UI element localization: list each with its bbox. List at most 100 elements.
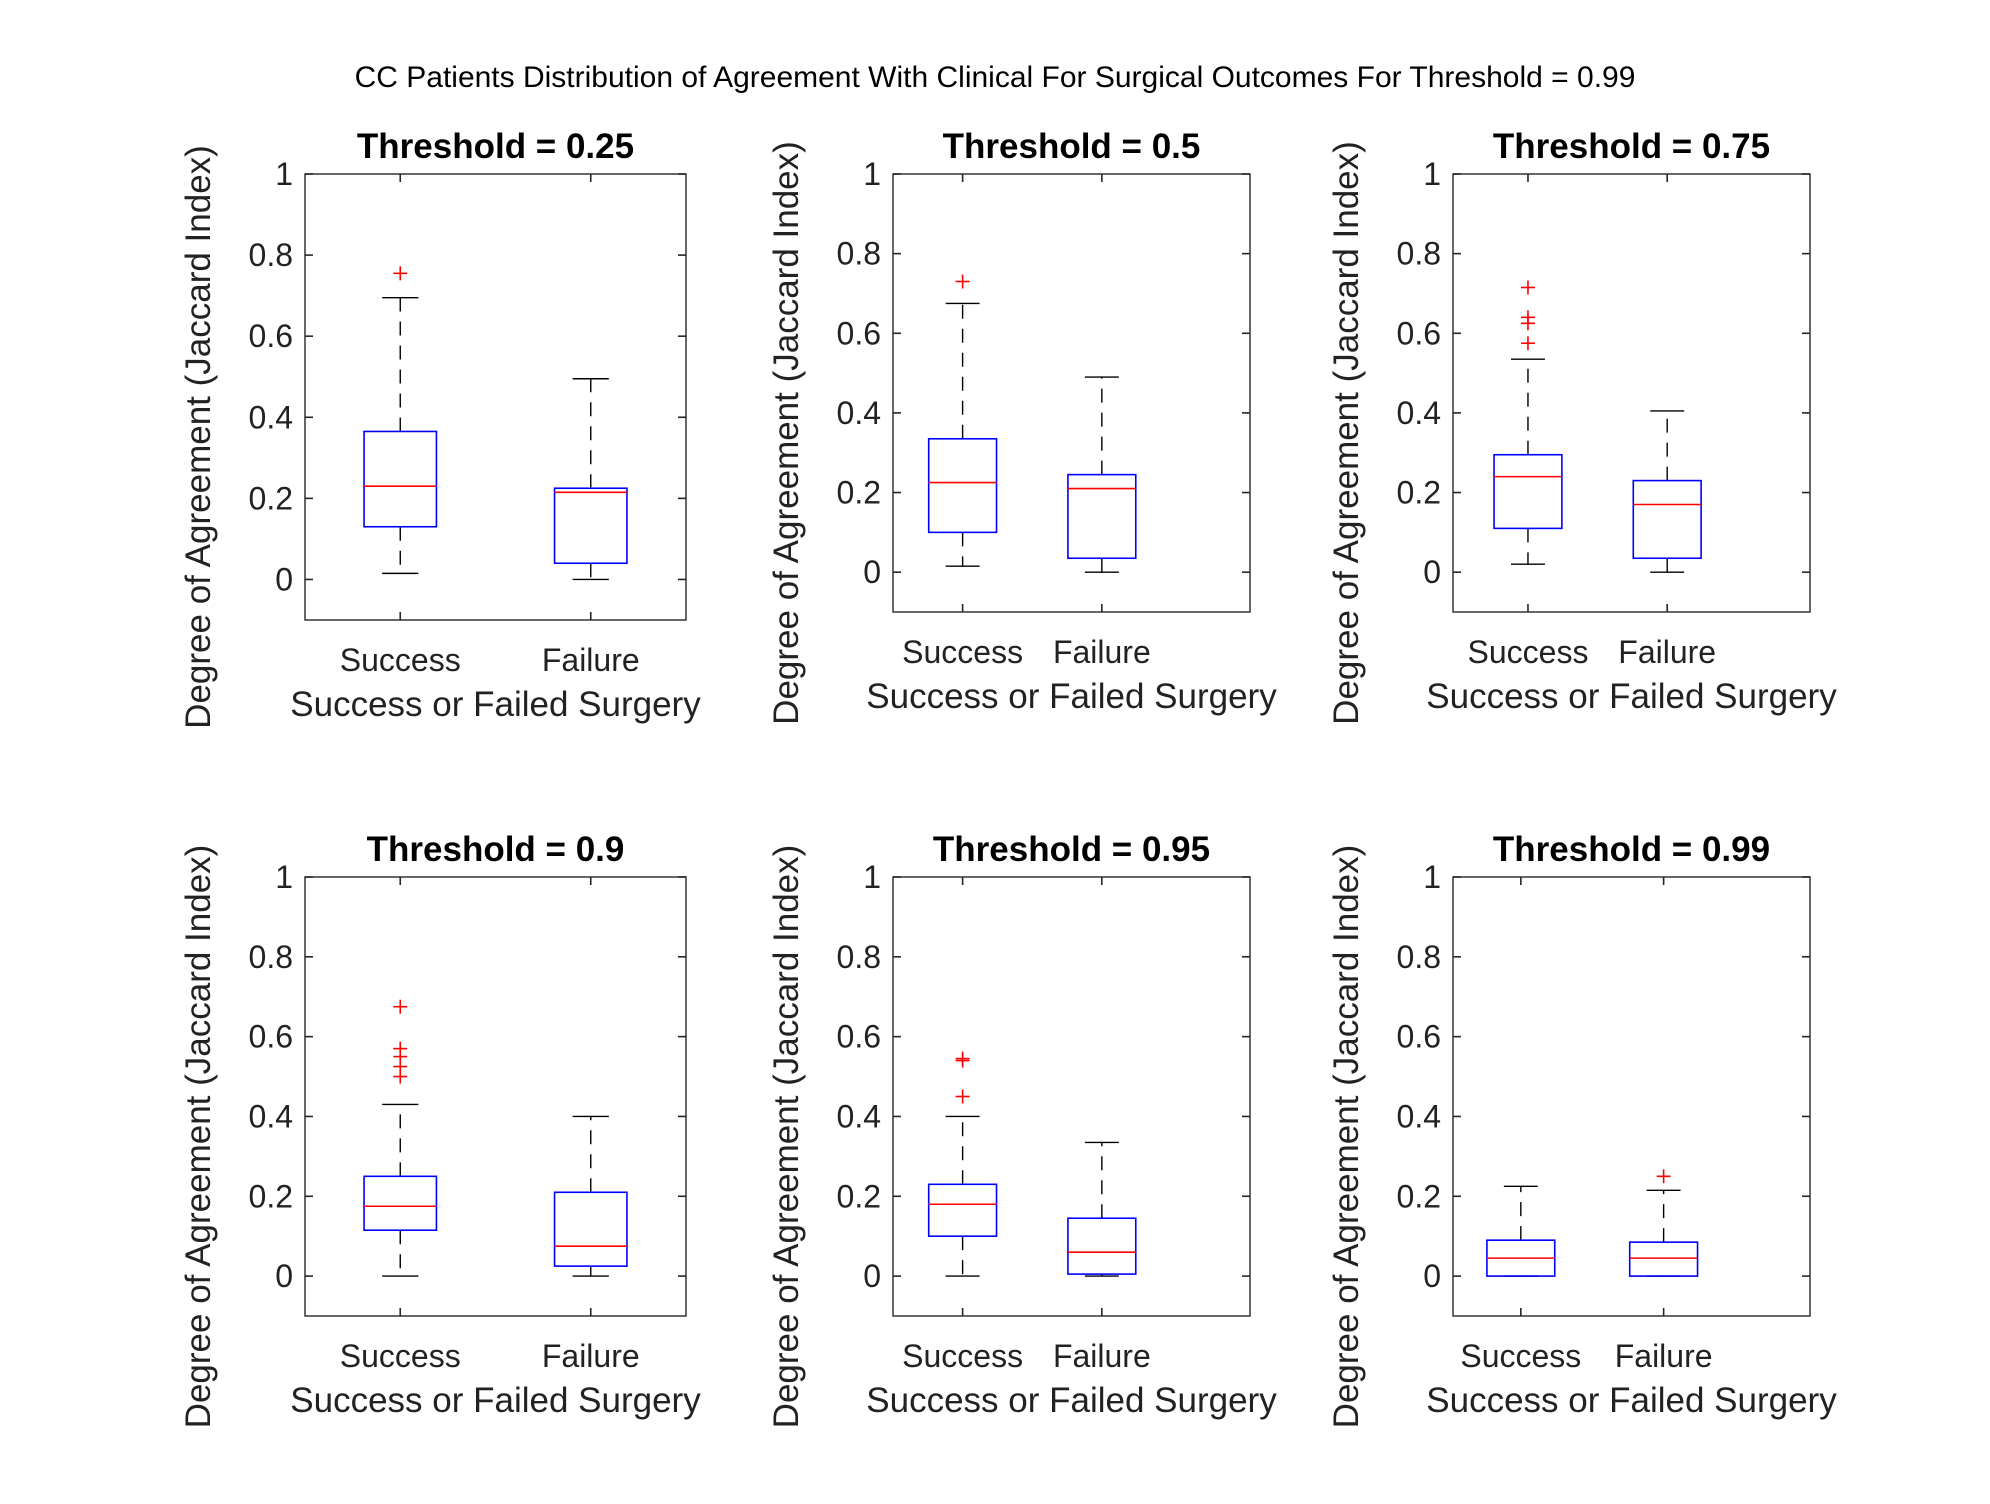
subplot-1: Threshold = 0.25 0 0.2 0.4 0.6 0.8 1 Degree of … (179, 127, 701, 729)
y-tick-label: 1 (275, 156, 293, 192)
y-tick-label: 0.8 (837, 939, 881, 975)
subplot-title: Threshold = 0.25 (357, 127, 634, 166)
y-tick-label: 0.8 (1397, 939, 1441, 975)
y-axis-label: Degree of Agreement (Jaccard Index) (1327, 845, 1366, 1429)
iqr-box (1628, 1241, 1699, 1277)
y-tick-label: 0 (275, 1258, 293, 1294)
subplot-title: Threshold = 0.75 (1493, 127, 1770, 166)
x-tick-label: Success (902, 1338, 1023, 1374)
y-tick-label: 0.6 (249, 318, 293, 354)
axes-frame (892, 173, 1251, 613)
outlier-marker (955, 1089, 970, 1104)
iqr-box (363, 430, 438, 528)
axes-frame (304, 173, 687, 621)
iqr-box (1067, 473, 1137, 560)
iqr-box (927, 437, 998, 534)
x-tick-label: Failure (1618, 634, 1716, 670)
y-tick-label: 1 (1423, 859, 1441, 895)
y-tick-label: 0.8 (837, 236, 881, 272)
box-failure (1628, 1169, 1699, 1277)
subplot-title: Threshold = 0.99 (1493, 830, 1770, 869)
y-tick-label: 0.4 (249, 399, 293, 435)
box-failure (1067, 376, 1137, 573)
y-axis-label: Degree of Agreement (Jaccard Index) (767, 845, 806, 1429)
box-failure (1632, 410, 1702, 573)
y-tick-label: 0.4 (249, 1098, 293, 1134)
iqr-box (553, 487, 628, 565)
x-tick-label: Failure (1053, 1338, 1151, 1374)
iqr-box (363, 1175, 438, 1231)
y-tick-label: 0.8 (249, 237, 293, 273)
box-failure (553, 1115, 628, 1277)
box-success (927, 1051, 998, 1277)
y-tick-label: 0.8 (249, 939, 293, 975)
iqr-box (1632, 479, 1702, 560)
y-tick-label: 0.4 (837, 1098, 881, 1134)
x-axis-label: Success or Failed Surgery (290, 1381, 701, 1420)
outlier-marker (955, 1051, 970, 1066)
y-tick-label: 0 (1423, 1258, 1441, 1294)
x-tick-label: Failure (1053, 634, 1151, 670)
axes-frame (1452, 876, 1811, 1317)
y-tick-label: 0.6 (837, 315, 881, 351)
x-axis-label: Success or Failed Surgery (866, 677, 1277, 716)
box-failure (553, 378, 628, 581)
iqr-box (1067, 1217, 1137, 1275)
outlier-marker (393, 999, 408, 1014)
subplot-grid: Threshold = 0.25 0 0.2 0.4 0.6 0.8 1 Degree of … (179, 127, 1837, 1428)
subplot-4: Threshold = 0.9 0 0.2 0.4 0.6 0.8 1 Degree of A… (179, 830, 701, 1428)
iqr-box (553, 1191, 628, 1267)
y-tick-label: 0 (863, 554, 881, 590)
y-axis-label: Degree of Agreement (Jaccard Index) (767, 141, 806, 725)
subplot-5: Threshold = 0.95 0 0.2 0.4 0.6 0.8 1 Degree of … (767, 830, 1277, 1428)
x-tick-label: Success (902, 634, 1023, 670)
y-tick-label: 0.2 (837, 475, 881, 511)
y-tick-label: 0.2 (837, 1178, 881, 1214)
y-tick-label: 0 (1423, 554, 1441, 590)
y-tick-label: 0.2 (1397, 1178, 1441, 1214)
y-axis-label: Degree of Agreement (Jaccard Index) (179, 145, 218, 729)
x-tick-label: Failure (542, 642, 640, 678)
axes-frame (1452, 173, 1811, 613)
box-success (1486, 1185, 1556, 1277)
x-tick-label: Failure (542, 1338, 640, 1374)
x-axis-label: Success or Failed Surgery (1426, 1381, 1837, 1420)
box-failure (1067, 1141, 1137, 1277)
subplot-2: Threshold = 0.5 0 0.2 0.4 0.6 0.8 1 Degree of A… (767, 127, 1277, 725)
y-tick-label: 0 (863, 1258, 881, 1294)
x-tick-label: Success (340, 1338, 461, 1374)
figure-title: CC Patients Distribution of Agreement Wi… (355, 61, 1636, 94)
y-tick-label: 1 (863, 156, 881, 192)
axes-frame (892, 876, 1251, 1317)
outlier-marker (1520, 310, 1535, 325)
box-success (363, 266, 438, 575)
y-tick-label: 0.6 (1397, 315, 1441, 351)
outlier-marker (955, 274, 970, 289)
iqr-box (1493, 453, 1563, 530)
y-tick-label: 1 (1423, 156, 1441, 192)
subplot-title: Threshold = 0.95 (933, 830, 1210, 869)
y-tick-label: 1 (275, 859, 293, 895)
box-success (363, 999, 438, 1277)
x-axis-label: Success or Failed Surgery (290, 685, 701, 724)
y-tick-label: 0.4 (1397, 1098, 1441, 1134)
y-tick-label: 0.8 (1397, 236, 1441, 272)
outlier-marker (1656, 1169, 1671, 1184)
iqr-box (927, 1183, 998, 1237)
subplot-title: Threshold = 0.9 (367, 830, 625, 869)
y-tick-label: 0.6 (249, 1019, 293, 1055)
y-tick-label: 0.4 (837, 395, 881, 431)
x-tick-label: Success (1468, 634, 1589, 670)
y-tick-label: 0.6 (1397, 1019, 1441, 1055)
y-tick-label: 1 (863, 859, 881, 895)
x-tick-label: Success (340, 642, 461, 678)
x-axis-label: Success or Failed Surgery (1426, 677, 1837, 716)
y-tick-label: 0.2 (249, 1178, 293, 1214)
outlier-marker (1520, 280, 1535, 295)
y-tick-label: 0.6 (837, 1019, 881, 1055)
y-axis-label: Degree of Agreement (Jaccard Index) (1327, 141, 1366, 725)
y-tick-label: 0.4 (1397, 395, 1441, 431)
x-axis-label: Success or Failed Surgery (866, 1381, 1277, 1420)
y-tick-label: 0.2 (249, 480, 293, 516)
subplot-3: Threshold = 0.75 0 0.2 0.4 0.6 0.8 1 Degree of … (1327, 127, 1837, 725)
